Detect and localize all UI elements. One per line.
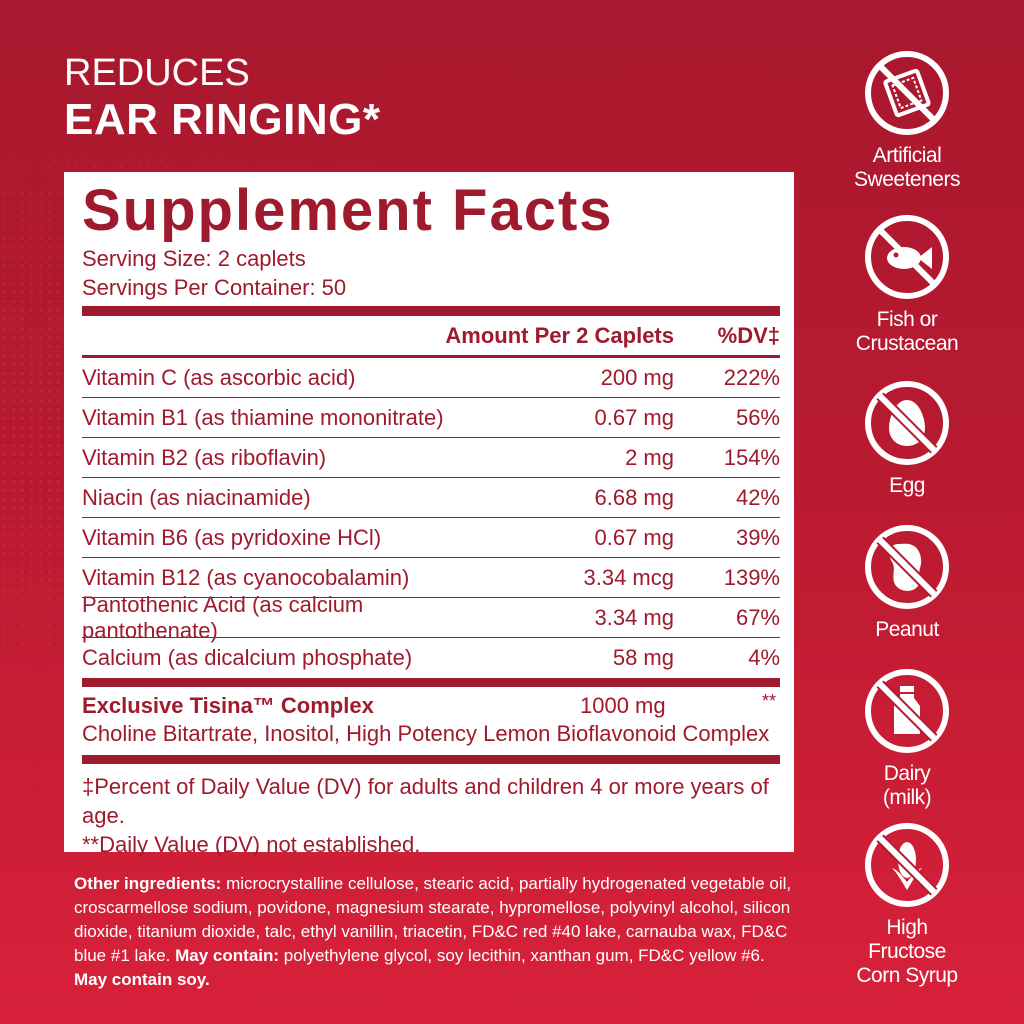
servings-per-container: Servings Per Container: 50 xyxy=(82,275,347,300)
badge-label: Egg xyxy=(889,474,925,497)
thick-divider xyxy=(82,678,780,687)
other-ingredients-label: Other ingredients: xyxy=(74,874,222,893)
header-dv: %DV‡ xyxy=(717,322,780,348)
complex-description: Choline Bitartrate, Inositol, High Poten… xyxy=(82,721,770,746)
fish-icon xyxy=(865,215,949,299)
badge-label: Fish or Crustacean xyxy=(855,308,959,355)
nutrient-amount: 0.67 mg xyxy=(594,524,675,550)
nutrient-row: Vitamin C (as ascorbic acid) 200 mg 222% xyxy=(82,358,780,398)
nutrient-amount: 0.67 mg xyxy=(594,404,675,430)
nutrient-name: Vitamin B12 (as cyanocobalamin) xyxy=(82,564,410,590)
complex-row: Exclusive Tisina™ Complex 1000 mg ** Cho… xyxy=(82,687,780,755)
sweetener-packet-icon xyxy=(865,51,949,135)
nutrient-name: Vitamin C (as ascorbic acid) xyxy=(82,364,356,390)
nutrient-name: Calcium (as dicalcium phosphate) xyxy=(82,645,413,670)
nutrient-name: Pantothenic Acid (as calcium pantothenat… xyxy=(82,591,364,643)
complex-dv: ** xyxy=(761,691,776,711)
nutrient-amount: 200 mg xyxy=(600,364,674,390)
nutrient-dv: 39% xyxy=(735,524,780,550)
nutrient-row: Vitamin B6 (as pyridoxine HCl) 0.67 mg 39% xyxy=(82,518,780,558)
nutrient-rows: Vitamin C (as ascorbic acid) 200 mg 222% V… xyxy=(82,358,780,678)
footnotes: ‡Percent of Daily Value (DV) for adults … xyxy=(82,764,780,859)
nutrient-row: Niacin (as niacinamide) 6.68 mg 42% xyxy=(82,478,780,518)
nutrient-row: Calcium (as dicalcium phosphate) 58 mg 4% xyxy=(82,638,780,678)
milk-bottle-icon xyxy=(865,669,949,753)
thick-divider xyxy=(82,755,780,764)
header-amount: Amount Per 2 Caplets xyxy=(445,322,674,348)
other-ingredients: Other ingredients: microcrystalline cell… xyxy=(74,872,804,992)
nutrient-amount: 58 mg xyxy=(612,645,674,670)
supplement-facts-panel: Supplement Facts Serving Size: 2 caplets… xyxy=(64,172,794,857)
serving-size: Serving Size: 2 caplets xyxy=(82,246,306,271)
badge-label: Artificial Sweeteners xyxy=(854,144,960,191)
peanut-icon xyxy=(865,525,949,609)
nutrient-amount: 3.34 mg xyxy=(594,604,675,630)
may-contain-soy: May contain soy. xyxy=(74,970,210,989)
complex-name: Exclusive Tisina™ Complex xyxy=(82,693,374,718)
supplement-facts-title: Supplement Facts xyxy=(82,178,614,243)
footnote-not-established: **Daily Value (DV) not established. xyxy=(82,832,421,857)
nutrient-dv: 67% xyxy=(735,604,780,630)
nutrient-amount: 6.68 mg xyxy=(594,484,675,510)
badge-dairy: Dairy (milk) xyxy=(852,666,962,810)
badge-label: Dairy (milk) xyxy=(882,762,932,809)
corn-icon xyxy=(865,823,949,907)
may-contain-label: May contain: xyxy=(175,946,280,965)
badge-label: High Fructose Corn Syrup xyxy=(856,916,958,987)
nutrient-dv: 42% xyxy=(735,484,780,510)
facts-header-row: Amount Per 2 Caplets %DV‡ xyxy=(82,316,780,358)
headline-line-1: REDUCES xyxy=(64,52,250,94)
nutrient-dv: 139% xyxy=(723,564,780,590)
nutrient-name: Vitamin B2 (as riboflavin) xyxy=(82,444,327,470)
thick-divider xyxy=(82,306,780,316)
headline: REDUCES EAR RINGING* xyxy=(64,54,380,142)
badge-peanut: Peanut xyxy=(852,522,962,642)
nutrient-dv: 56% xyxy=(735,404,780,430)
nutrient-amount: 2 mg xyxy=(625,444,674,470)
nutrient-name: Niacin (as niacinamide) xyxy=(82,484,311,510)
badge-artificial-sweeteners: Artificial Sweeteners xyxy=(852,48,962,192)
nutrient-row: Pantothenic Acid (as calcium pantothenat… xyxy=(82,592,780,643)
may-contain-text: polyethylene glycol, soy lecithin, xanth… xyxy=(279,946,765,965)
badge-corn-syrup: High Fructose Corn Syrup xyxy=(852,820,962,988)
nutrient-amount: 3.34 mcg xyxy=(583,564,675,590)
nutrient-dv: 4% xyxy=(748,645,780,670)
footnote-dv: ‡Percent of Daily Value (DV) for adults … xyxy=(82,774,769,828)
complex-amount: 1000 mg xyxy=(580,693,666,718)
nutrient-dv: 222% xyxy=(723,364,780,390)
nutrient-dv: 154% xyxy=(723,444,780,470)
other-ingredients-text: microcrystalline cellulose, stearic acid… xyxy=(74,874,792,965)
egg-icon xyxy=(865,381,949,465)
nutrient-row: Vitamin B2 (as riboflavin) 2 mg 154% xyxy=(82,438,780,478)
badge-fish: Fish or Crustacean xyxy=(852,212,962,356)
nutrient-row: Vitamin B1 (as thiamine mononitrate) 0.67… xyxy=(82,398,780,438)
nutrient-name: Vitamin B6 (as pyridoxine HCl) xyxy=(82,524,382,550)
badge-label: Peanut xyxy=(875,618,939,641)
headline-line-2: EAR RINGING* xyxy=(64,95,381,144)
badge-egg: Egg xyxy=(852,378,962,498)
nutrient-row: Vitamin B12 (as cyanocobalamin) 3.34 mcg 1… xyxy=(82,558,780,598)
nutrient-name: Vitamin B1 (as thiamine mononitrate) xyxy=(82,404,444,430)
